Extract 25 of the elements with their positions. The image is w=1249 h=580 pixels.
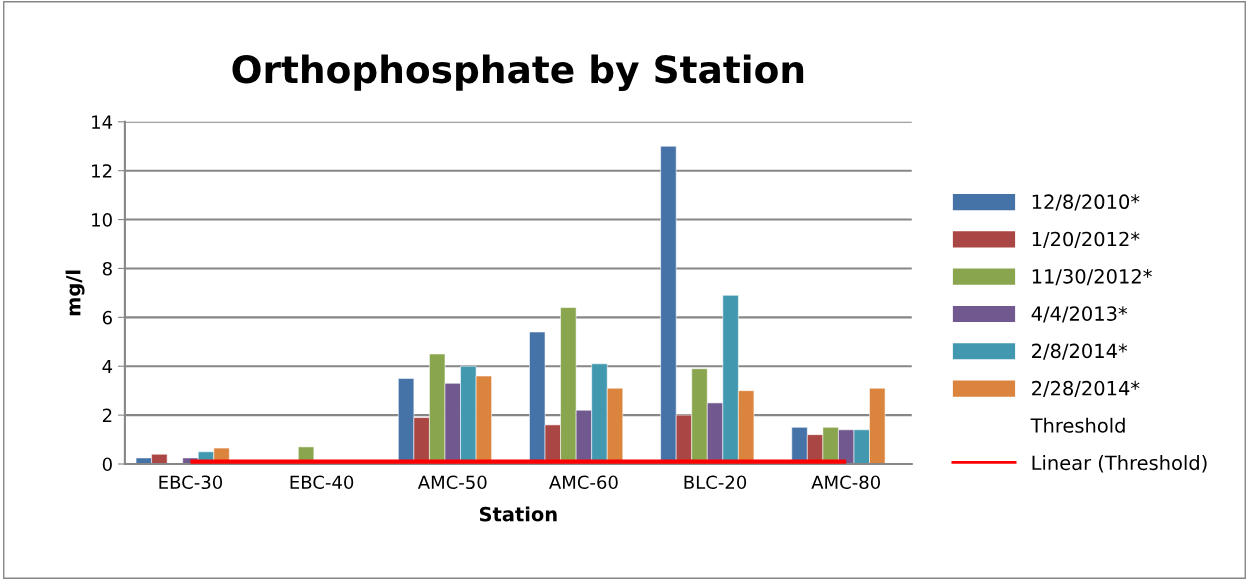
legend-label: 2/28/2014* — [1032, 380, 1140, 398]
y-tick-label: 14 — [92, 115, 113, 129]
x-axis-title: Station — [479, 506, 557, 522]
legend-label: Linear (Threshold) — [1032, 455, 1207, 473]
y-tick-label: 12 — [92, 164, 112, 178]
legend-label: 1/20/2012* — [1032, 231, 1140, 248]
legend-label: 11/30/2012* — [1032, 268, 1152, 286]
x-tick-label: EBC-30 — [159, 475, 223, 490]
chart-title: Orthophosphate by Station — [232, 54, 804, 91]
y-tick-label: 6 — [102, 310, 112, 325]
x-tick-label: EBC-40 — [290, 475, 354, 490]
y-tick-label: 4 — [102, 359, 113, 374]
text: Threshold — [1030, 417, 1125, 433]
y-axis-title: mg/l — [65, 270, 85, 316]
x-tick-label: AMC-80 — [811, 475, 881, 490]
x-tick-label: BLC-20 — [684, 475, 747, 490]
legend-label: 2/8/2014* — [1032, 343, 1128, 360]
x-tick-label: AMC-50 — [417, 475, 487, 490]
legend-label: 12/8/2010* — [1032, 194, 1140, 211]
y-tick-label: 0 — [102, 457, 112, 472]
y-tick-label: 10 — [92, 213, 112, 227]
y-tick-label: 8 — [102, 261, 112, 276]
y-tick-label: 2 — [102, 408, 112, 422]
x-tick-label: AMC-60 — [549, 475, 618, 490]
legend-label: 4/4/2013* — [1031, 306, 1128, 323]
